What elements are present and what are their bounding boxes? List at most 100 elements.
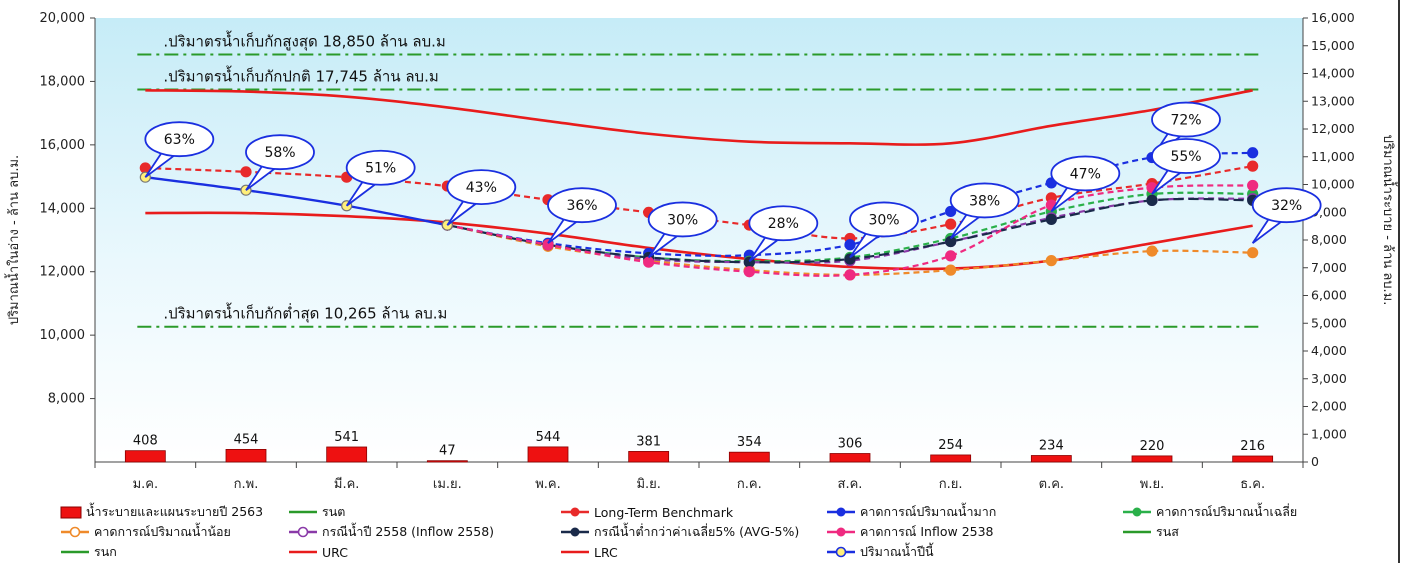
x-tick-label: มี.ค. [334,476,360,492]
right-tick-label: 11,000 [1311,149,1355,164]
right-tick-label: 15,000 [1311,38,1355,53]
series-line [447,184,1253,277]
left-tick-label: 12,000 [40,265,86,280]
callout-label: 58% [264,145,295,161]
legend-item: คาดการณ์ปริมาณน้ำน้อย [60,523,231,541]
bar-label: 381 [636,434,661,449]
callout-label: 36% [566,198,597,214]
left-tick-label: 14,000 [40,201,86,216]
x-tick-label: ม.ค. [133,477,159,492]
legend-dot-swatch [1132,507,1142,517]
x-tick-label: ต.ค. [1039,477,1064,492]
legend-bar-swatch [60,506,82,519]
bar [124,450,166,463]
bar [426,460,468,463]
curve-lrc [145,211,1253,271]
left-axis-title: ปริมาณน้ำในอ่าง - ล้าน ลบ.ม. [4,155,22,325]
series-point [1146,245,1158,257]
series-point [240,166,252,178]
callout-label: 63% [164,132,195,148]
legend-dot-swatch [836,507,846,517]
callout-bubble [245,134,315,171]
left-tick-label: 18,000 [40,74,86,89]
legend-item: คาดการณ์ปริมาณน้ำมาก [826,503,996,521]
legend-item: Long-Term Benchmark [560,503,733,521]
left-tick-label: 16,000 [40,138,86,153]
chart-legend: น้ำระบายและแผนระบายปี 2563 รนต Long-Term B… [60,503,1390,563]
bar-label: 234 [1039,439,1064,454]
callout-label: 43% [466,180,497,196]
legend-label: คาดการณ์ Inflow 2538 [860,524,994,539]
series-point [1247,247,1259,259]
legend-ring-swatch [69,526,81,538]
right-tick-label: 7,000 [1311,260,1347,275]
series-point [945,218,957,230]
x-tick-label: พ.ย. [1140,477,1164,492]
x-tick-label: มิ.ย. [636,477,660,492]
bar-label: 408 [133,434,158,449]
legend-item: ปริมาณน้ำปีนี้ [826,543,934,561]
bar-label: 220 [1140,439,1165,454]
bar-label: 544 [536,430,561,445]
legend-swatch [561,527,589,537]
x-tick-label: ก.ค. [737,477,762,492]
right-tick-label: 1,000 [1311,426,1347,441]
bar-label: 47 [439,444,456,459]
callout-bubble [1151,138,1221,174]
right-tick-label: 2,000 [1311,399,1347,414]
right-axis-title: ปริมาณน้ำระบาย - ล้าน ลบ.ม. [1380,135,1398,306]
series-point [945,205,957,218]
right-tick-label: 14,000 [1311,66,1355,81]
bar [628,451,670,463]
legend-label: รนก [94,544,117,559]
legend-item: LRC [560,543,618,561]
bar [728,451,770,463]
legend-label: กรณีน้ำต่ำกว่าค่าเฉลี่ย5% (AVG-5%) [594,524,800,539]
callout-bubble [647,201,718,238]
legend-item: รนส [1122,523,1179,541]
right-tick-label: 10,000 [1311,177,1355,192]
legend-item: กรณีน้ำปี 2558 (Inflow 2558) [288,523,494,541]
legend-item: กรณีน้ำต่ำกว่าค่าเฉลี่ย5% (AVG-5%) [560,523,799,541]
callout-bubble [1050,155,1121,192]
reference-line-label: .ปริมาตรน้ำเก็บกักปกติ 17,745 ล้าน ลบ.ม [163,66,438,86]
legend-label: กรณีน้ำปี 2558 (Inflow 2558) [322,524,495,539]
plot-area [95,18,1303,462]
callout-label: 28% [768,216,799,232]
reference-line-label: .ปริมาตรน้ำเก็บกักสูงสุด 18,850 ล้าน ลบ.… [163,30,445,51]
callout-label: 30% [868,212,899,228]
series-point [643,256,655,268]
callout-bubble [345,149,416,186]
series-point [1045,255,1057,267]
callout-bubble [547,187,617,224]
right-tick-label: 0 [1311,454,1319,469]
legend-item: คาดการณ์ Inflow 2538 [826,523,994,541]
right-tick-label: 12,000 [1311,121,1355,136]
x-tick-label: ธ.ค. [1240,477,1265,492]
bar-label: 354 [737,435,762,450]
callout-label: 32% [1271,198,1302,214]
left-tick-label: 8,000 [48,392,85,407]
legend-label: คาดการณ์ปริมาณน้ำน้อย [94,524,231,539]
legend-label: น้ำระบายและแผนระบายปี 2563 [86,504,264,519]
series-point [1247,160,1259,172]
legend-swatch [1123,507,1151,517]
callout-bubble [849,201,919,238]
series-point [945,235,957,248]
legend-dot-swatch [570,527,580,537]
legend-label: คาดการณ์ปริมาณน้ำมาก [860,504,997,519]
callout-bubble [446,169,517,205]
bar [527,446,569,463]
bar-label: 254 [938,438,963,453]
legend-item: คาดการณ์ปริมาณน้ำเฉลี่ย [1122,503,1297,521]
legend-swatch [289,526,317,538]
legend-label: ปริมาณน้ำปีนี้ [860,544,934,559]
right-tick-label: 16,000 [1311,10,1355,25]
legend-item: น้ำระบายและแผนระบายปี 2563 [60,503,263,521]
series-line [145,176,448,227]
series-point [1247,179,1259,192]
right-tick-label: 5,000 [1311,315,1347,330]
series-point [1247,147,1259,159]
x-tick-label: ส.ค. [838,477,863,492]
legend-label: LRC [594,544,618,560]
